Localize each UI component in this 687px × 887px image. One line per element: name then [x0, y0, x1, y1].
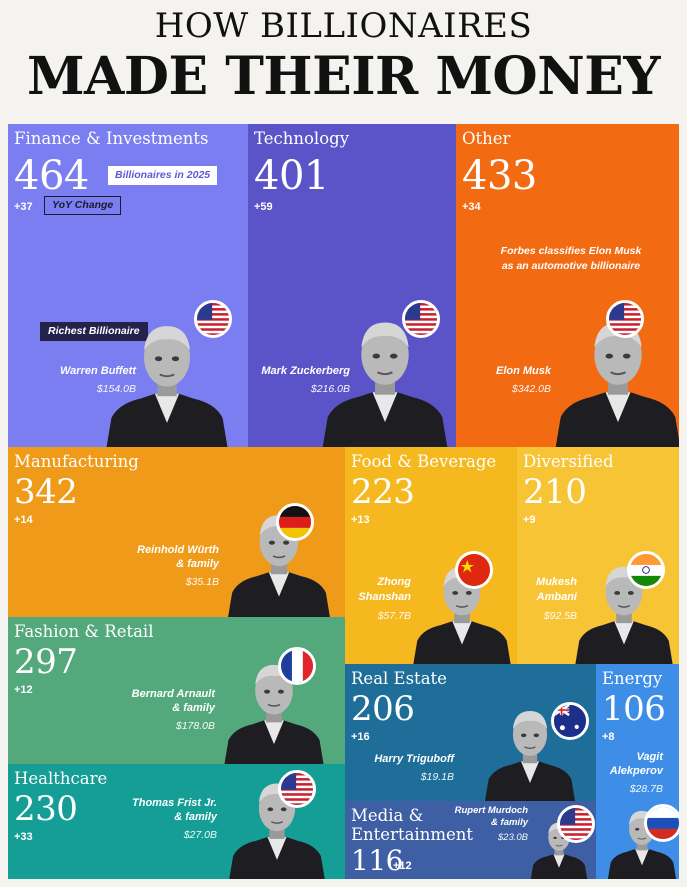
yoy-change: +12 — [14, 684, 33, 696]
yoy-change-callout: YoY Change — [44, 196, 122, 215]
category-label: Manufacturing — [14, 452, 139, 471]
person-name: Warren Buffett — [60, 365, 136, 377]
category-label: Fashion & Retail — [14, 622, 154, 641]
billionaire-count: 342 — [14, 472, 78, 512]
billionaire-count: 206 — [351, 689, 415, 729]
us-flag-icon — [606, 300, 644, 338]
yoy-change: +13 — [351, 514, 370, 526]
net-worth: $154.0B — [96, 383, 136, 395]
india-flag-icon — [627, 551, 665, 589]
yoy-change: +33 — [14, 831, 33, 843]
net-worth: $35.1B — [185, 576, 219, 588]
person-name-suffix: & family — [172, 702, 215, 714]
person-name-suffix: & family — [491, 817, 528, 828]
billionaire-count: 210 — [523, 472, 587, 512]
us-flag-icon — [194, 300, 232, 338]
billionaire-count: 433 — [462, 153, 537, 199]
billionaire-count: 297 — [14, 642, 78, 682]
title-line-1: HOW BILLIONAIRES — [154, 6, 533, 46]
tile-diversified: Diversified 210 +9 Mukesh Ambani $92.5B — [517, 447, 679, 664]
person-name: Vagit — [636, 751, 664, 763]
billionaire-count: 464 — [14, 153, 89, 199]
person-name-suffix: Ambani — [536, 591, 577, 603]
net-worth: $23.0B — [497, 832, 528, 843]
musk-classification-note: Forbes classifies Elon Musk as an automo… — [500, 245, 642, 272]
yoy-change: +16 — [351, 731, 370, 743]
net-worth: $178.0B — [175, 720, 215, 732]
china-flag-icon — [455, 551, 493, 589]
yoy-change: +14 — [14, 514, 33, 526]
billionaire-count: 230 — [14, 789, 78, 829]
yoy-change: +37 — [14, 201, 33, 213]
category-label: Technology — [254, 129, 350, 148]
us-flag-icon — [557, 805, 595, 843]
category-label-line-2: Entertainment — [351, 825, 473, 844]
net-worth: $92.5B — [543, 610, 577, 622]
person-name: Reinhold Würth — [137, 544, 219, 556]
france-flag-icon — [278, 647, 316, 685]
richest-billionaire-callout: Richest Billionaire — [40, 322, 148, 341]
billionaire-count: 401 — [254, 153, 329, 199]
yoy-change: +9 — [523, 514, 536, 526]
person-name: Mark Zuckerberg — [261, 365, 350, 377]
person-name-suffix: & family — [174, 811, 217, 823]
person-name: Elon Musk — [495, 365, 551, 377]
person-name: Zhong — [377, 576, 411, 588]
us-flag-icon — [402, 300, 440, 338]
person-name: Bernard Arnault — [131, 688, 215, 700]
yoy-change: +59 — [254, 201, 273, 213]
person-name: Rupert Murdoch — [454, 805, 528, 816]
category-label: Media & — [351, 806, 424, 825]
net-worth: $27.0B — [183, 829, 217, 841]
net-worth: $342.0B — [511, 383, 551, 395]
category-label: Real Estate — [351, 669, 447, 688]
person-name-suffix: Alekperov — [609, 765, 663, 777]
tile-energy: Energy 106 +8 Vagit Alekperov $28.7B — [596, 664, 679, 879]
tile-healthcare: Healthcare 230 +33 Thomas Frist Jr. & fa… — [8, 764, 345, 879]
australia-flag-icon — [551, 702, 589, 740]
net-worth: $19.1B — [420, 771, 454, 783]
title-line-2: MADE THEIR MONEY — [27, 46, 661, 107]
billionaire-count: 223 — [351, 472, 415, 512]
portrait-photo — [212, 655, 336, 764]
billionaire-count: 116 — [351, 844, 403, 877]
person-name: Thomas Frist Jr. — [132, 797, 217, 809]
category-label: Energy — [602, 669, 663, 688]
tile-food-beverage: Food & Beverage 223 +13 Zhong Shanshan $… — [345, 447, 517, 664]
tile-fashion-retail: Fashion & Retail 297 +12 Bernard Arnault… — [8, 617, 345, 764]
category-label: Other — [462, 129, 511, 148]
russia-flag-icon — [644, 804, 679, 842]
us-flag-icon — [278, 770, 316, 808]
yoy-change: +12 — [393, 860, 412, 872]
tile-manufacturing: Manufacturing 342 +14 Reinhold Würth & f… — [8, 447, 345, 617]
category-label: Food & Beverage — [351, 452, 497, 471]
yoy-change: +34 — [462, 201, 481, 213]
billionaires-2025-callout: Billionaires in 2025 — [108, 166, 218, 185]
tile-other: Other 433 +34 Forbes classifies Elon Mus… — [456, 124, 679, 447]
tile-media-entertainment: Media & Entertainment 116 +12 Rupert Mur… — [345, 801, 596, 879]
yoy-change: +8 — [602, 731, 615, 743]
category-label: Diversified — [523, 452, 614, 471]
category-label: Finance & Investments — [14, 129, 209, 148]
portrait-photo — [218, 774, 336, 879]
person-name: Harry Triguboff — [374, 753, 454, 765]
net-worth: $216.0B — [310, 383, 350, 395]
germany-flag-icon — [276, 503, 314, 541]
billionaire-count: 106 — [602, 689, 666, 729]
category-label: Healthcare — [14, 769, 108, 788]
net-worth: $57.7B — [377, 610, 411, 622]
tile-finance: Finance & Investments 464 Billionaires i… — [8, 124, 248, 447]
person-name: Mukesh — [536, 576, 577, 588]
person-name-suffix: Shanshan — [358, 591, 411, 603]
net-worth: $28.7B — [629, 783, 663, 795]
tile-technology: Technology 401 +59 Mark Zuckerberg $216.… — [248, 124, 456, 447]
person-name-suffix: & family — [176, 558, 219, 570]
tile-real-estate: Real Estate 206 +16 Harry Triguboff $19.… — [345, 664, 596, 801]
